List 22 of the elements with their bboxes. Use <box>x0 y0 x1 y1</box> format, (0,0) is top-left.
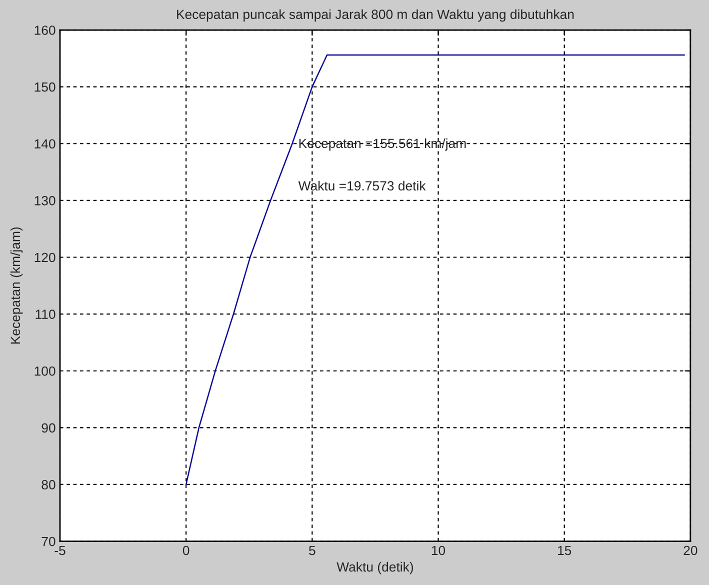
x-tick-label: 10 <box>432 546 446 556</box>
x-tick-label: 0 <box>182 546 190 556</box>
y-tick-label: 100 <box>34 366 56 376</box>
y-axis-title: Kecepatan (km/jam) <box>10 227 23 344</box>
y-tick-label: 150 <box>34 82 56 92</box>
y-tick-label: 160 <box>34 26 56 35</box>
y-tick-label: 130 <box>34 196 56 206</box>
y-tick-label: 90 <box>42 423 56 433</box>
annotation: Kecepatan =155.561 km/jam <box>299 138 466 151</box>
y-tick-label: 70 <box>42 536 56 546</box>
annotation: Waktu =19.7573 detik <box>298 180 426 191</box>
x-tick-label: 15 <box>558 546 572 556</box>
y-tick-label: 120 <box>34 252 56 262</box>
x-tick-label: 20 <box>684 546 698 556</box>
y-tick-label: 110 <box>36 310 56 319</box>
x-tick-label: 5 <box>309 546 316 556</box>
y-tick-label: 80 <box>42 480 56 490</box>
y-tick-label: 140 <box>34 139 56 149</box>
line-series <box>185 54 685 486</box>
x-axis-title: Waktu (detik) <box>336 562 413 574</box>
x-tick-label: -5 <box>54 546 66 556</box>
chart-title: Kecepatan puncak sampai Jarak 800 m dan Waktu yang dibutuhkan <box>177 9 574 22</box>
